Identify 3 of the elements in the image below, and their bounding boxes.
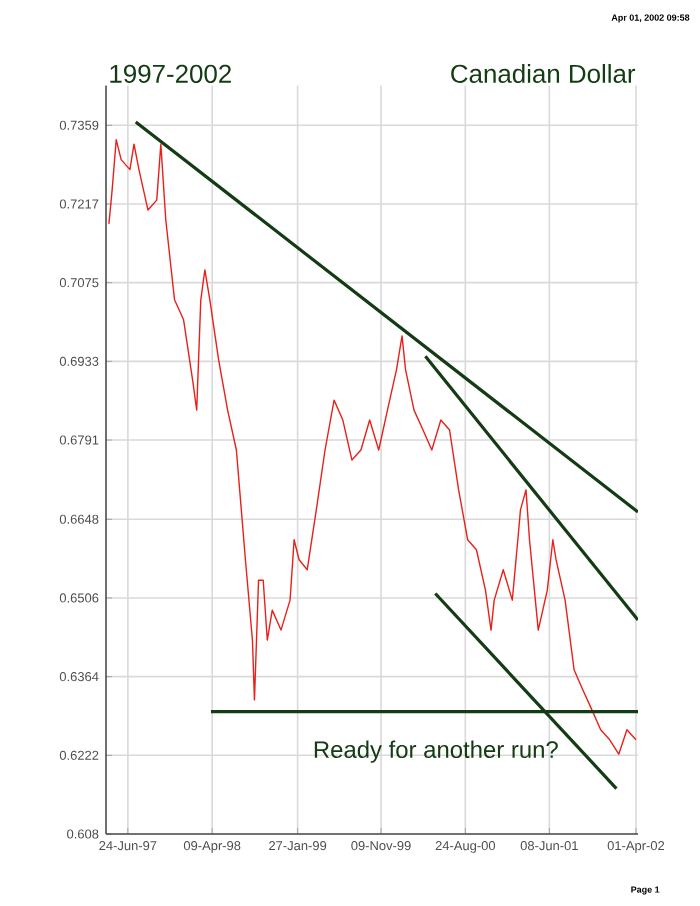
annotation: Ready for another run? — [314, 740, 558, 763]
chart-subtitle: 1997-2002 — [110, 64, 231, 83]
chart-title: Canadian Dollar — [451, 63, 636, 83]
